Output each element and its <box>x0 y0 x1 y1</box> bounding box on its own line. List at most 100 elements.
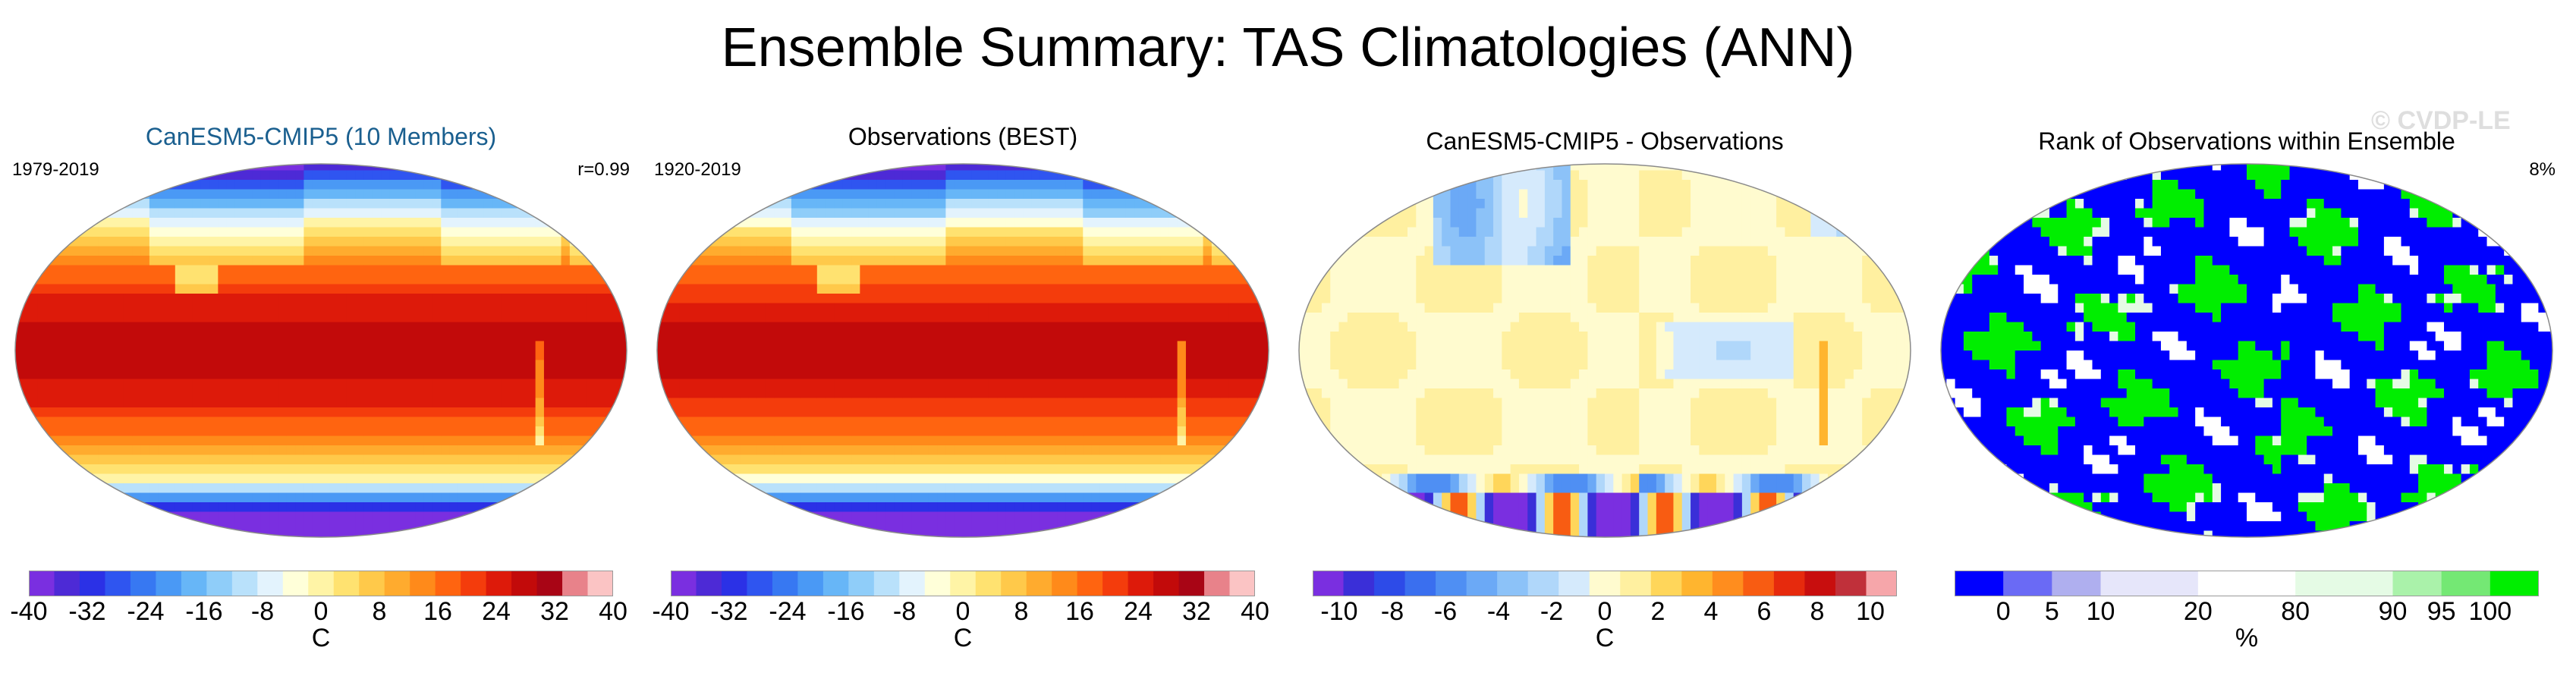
map-cell <box>132 417 142 427</box>
map-cell <box>816 237 826 247</box>
map-cell <box>688 180 698 190</box>
map-cell <box>1005 417 1015 427</box>
map-cell <box>1220 294 1230 304</box>
map-cell <box>501 369 511 380</box>
map-cell <box>278 341 288 351</box>
map-cell <box>527 284 536 294</box>
map-cell <box>552 341 562 351</box>
map-cell <box>612 502 622 513</box>
map-cell <box>140 180 150 190</box>
map-cell <box>1074 398 1084 408</box>
map-cell <box>252 303 262 313</box>
map-cell <box>671 208 681 219</box>
map-cell <box>432 275 442 285</box>
map-cell <box>1057 294 1067 304</box>
map-cell <box>89 294 99 304</box>
map-cell <box>140 322 150 332</box>
map-cell <box>20 388 30 399</box>
map-cell <box>621 341 627 351</box>
map-cell <box>911 180 921 190</box>
map-cell <box>826 313 835 323</box>
map-cell <box>423 164 433 171</box>
map-cell <box>458 284 467 294</box>
map-cell <box>561 332 571 342</box>
map-cell <box>37 454 47 465</box>
map-cell <box>458 398 467 408</box>
map-cell <box>252 332 262 342</box>
map-cell <box>928 398 938 408</box>
map-cell <box>937 417 946 427</box>
colorbar-tick-label: 0 <box>313 597 329 626</box>
map-cell <box>1109 284 1118 294</box>
map-cell <box>501 237 511 247</box>
map-cell <box>37 199 47 209</box>
map-cell <box>492 218 502 228</box>
map-cell <box>80 398 90 408</box>
map-cell <box>578 530 588 537</box>
map-cell <box>321 483 330 494</box>
map-cell <box>1246 199 1255 209</box>
map-cell <box>441 379 451 389</box>
map-cell <box>1177 180 1187 190</box>
map-outline <box>14 163 627 538</box>
map-cell <box>175 275 184 285</box>
map-cell <box>885 237 895 247</box>
map-cell <box>518 164 527 171</box>
map-cell <box>963 351 972 361</box>
map-cell <box>1134 284 1144 294</box>
map-cell <box>748 180 758 190</box>
map-cell <box>98 445 107 456</box>
map-cell <box>355 454 365 465</box>
map-cell <box>338 218 348 228</box>
map-cell <box>569 275 579 285</box>
map-cell <box>1091 303 1101 313</box>
map-cell <box>671 398 681 408</box>
map-cell <box>578 473 588 484</box>
map-cell <box>697 313 706 323</box>
colorbar-tick-label: -40 <box>10 597 48 626</box>
map-cell <box>816 199 826 209</box>
map-cell <box>475 218 485 228</box>
map-cell <box>372 218 382 228</box>
map-cell <box>158 265 168 275</box>
map-cell <box>535 341 545 351</box>
map-cell <box>621 511 627 522</box>
map-cell <box>372 454 382 465</box>
map-cell <box>269 511 279 522</box>
map-cell <box>816 398 826 408</box>
map-cell <box>1109 369 1118 380</box>
map-cell <box>432 164 442 171</box>
map-cell <box>432 502 442 513</box>
map-cell <box>885 180 895 190</box>
map-cell <box>808 208 818 219</box>
map-cell <box>175 199 184 209</box>
map-cell <box>209 360 219 370</box>
map-cell <box>988 170 998 181</box>
map-cell <box>894 170 904 181</box>
map-cell <box>115 511 124 522</box>
map-cell <box>106 265 116 275</box>
map-cell <box>123 473 133 484</box>
map-cell <box>338 294 348 304</box>
map-cell <box>115 208 124 219</box>
map-cell <box>826 180 835 190</box>
map-cell <box>578 426 588 437</box>
map-cell <box>295 208 304 219</box>
map-cell <box>312 237 322 247</box>
map-cell <box>372 199 382 209</box>
map-cell <box>304 492 313 503</box>
map-cell <box>475 313 485 323</box>
map-cell <box>518 398 527 408</box>
map-cell <box>1263 388 1269 399</box>
map-cell <box>657 275 663 285</box>
map-cell <box>791 360 800 370</box>
map-cell <box>808 256 818 266</box>
map-cell <box>722 379 732 389</box>
map-cell <box>1083 398 1093 408</box>
map-cell <box>791 426 800 437</box>
map-cell <box>595 435 605 446</box>
map-cell <box>115 256 124 266</box>
map-cell <box>740 369 749 380</box>
map-cell <box>543 246 553 256</box>
map-cell <box>278 322 288 332</box>
